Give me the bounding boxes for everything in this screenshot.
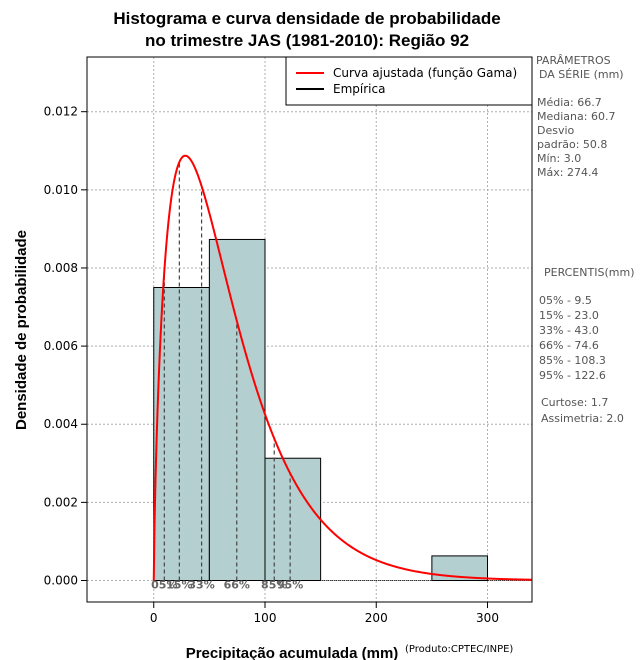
histogram-bars [153, 238, 532, 582]
histogram-bar-0 [153, 287, 210, 582]
chart-title-line-1: Histograma e curva densidade de probabil… [113, 9, 500, 28]
percentil-95: 95% - 122.6 [539, 369, 606, 382]
legend-label-fitted: Curva ajustada (função Gama) [333, 66, 517, 80]
percentis-heading: PERCENTIS(mm) [544, 266, 635, 279]
product-credit: (Produto:CPTEC/INPE) [405, 644, 513, 655]
percentil-33: 33% - 43.0 [539, 324, 599, 337]
side-panel: PARÂMETROS DA SÉRIE (mm) Média: 66.7 Med… [536, 54, 635, 425]
chart-title-line-2: no trimestre JAS (1981-2010): Região 92 [145, 31, 469, 50]
x-tick-label-2: 200 [365, 611, 388, 625]
y-tick-label-0: 0.000 [44, 574, 78, 588]
params-heading-2: DA SÉRIE (mm) [539, 68, 624, 81]
percentil-05: 05% - 9.5 [539, 294, 592, 307]
y-axis-label: Densidade de probabilidade [13, 230, 30, 430]
percentile-label-4: 85% [261, 579, 287, 592]
percentil-85: 85% - 108.3 [539, 354, 606, 367]
percentile-label-1: 15% [166, 579, 192, 592]
stat-curtose: Curtose: 1.7 [541, 396, 608, 409]
percentil-15: 15% - 23.0 [539, 309, 599, 322]
percentile-label-0: 05% [151, 579, 177, 592]
y-tick-label-5: 0.010 [44, 183, 78, 197]
percentile-marks: 05%15%33% 66% 85%95% [151, 162, 303, 592]
y-tick-label-1: 0.002 [44, 495, 78, 509]
gamma-curve-layer [152, 154, 533, 581]
y-tick-label-2: 0.004 [44, 417, 78, 431]
x-axis-label: Precipitação acumulada (mm) [186, 645, 399, 660]
percentile-label-5: 95% [277, 579, 303, 592]
legend-box [285, 56, 533, 106]
x-tick-label-0: 0 [150, 611, 158, 625]
y-tick-label-6: 0.012 [44, 105, 78, 119]
y-axis-ticks: 0.000 0.002 0.004 0.006 0.008 0.010 0.012 [44, 105, 87, 588]
stat-mediana: Mediana: 60.7 [537, 110, 615, 123]
x-tick-label-3: 300 [476, 611, 499, 625]
legend: Curva ajustada (função Gama) Empírica [285, 56, 533, 106]
percentile-label-2: 33% [188, 579, 214, 592]
x-axis-ticks: 0 100 200 300 [150, 602, 499, 625]
gamma-fit-curve [152, 154, 533, 581]
percentile-label-3: 66% [224, 579, 250, 592]
stat-desvio-line-2: padrão: 50.8 [537, 138, 607, 151]
params-heading-1: PARÂMETROS [536, 54, 611, 67]
stat-assimetria: Assimetria: 2.0 [541, 412, 624, 425]
x-tick-label-1: 100 [254, 611, 277, 625]
stat-desvio-line-1: Desvio [537, 124, 575, 137]
y-tick-label-3: 0.006 [44, 339, 78, 353]
stat-media: Média: 66.7 [537, 96, 602, 109]
percentil-66: 66% - 74.6 [539, 339, 599, 352]
y-tick-label-4: 0.008 [44, 261, 78, 275]
stat-min: Mín: 3.0 [537, 152, 581, 165]
legend-label-empirical: Empírica [333, 82, 385, 96]
stat-max: Máx: 274.4 [537, 166, 598, 179]
